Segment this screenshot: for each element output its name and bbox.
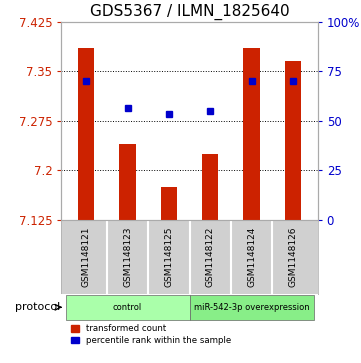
Text: protocol: protocol <box>15 302 61 312</box>
Bar <box>243 48 260 220</box>
Text: GSM1148121: GSM1148121 <box>82 227 91 287</box>
FancyBboxPatch shape <box>65 295 190 320</box>
Text: miR-542-3p overexpression: miR-542-3p overexpression <box>194 303 309 312</box>
Bar <box>119 144 136 220</box>
Bar <box>161 187 177 220</box>
FancyBboxPatch shape <box>190 295 314 320</box>
Bar <box>78 48 95 220</box>
Text: GSM1148122: GSM1148122 <box>206 227 215 287</box>
Bar <box>202 154 218 220</box>
Bar <box>284 61 301 220</box>
Text: GSM1148126: GSM1148126 <box>288 227 297 287</box>
Text: control: control <box>113 303 142 312</box>
Legend: transformed count, percentile rank within the sample: transformed count, percentile rank withi… <box>71 324 231 345</box>
Text: GSM1148125: GSM1148125 <box>164 227 173 287</box>
Text: GSM1148124: GSM1148124 <box>247 227 256 287</box>
Title: GDS5367 / ILMN_1825640: GDS5367 / ILMN_1825640 <box>90 4 289 20</box>
Text: GSM1148123: GSM1148123 <box>123 227 132 287</box>
